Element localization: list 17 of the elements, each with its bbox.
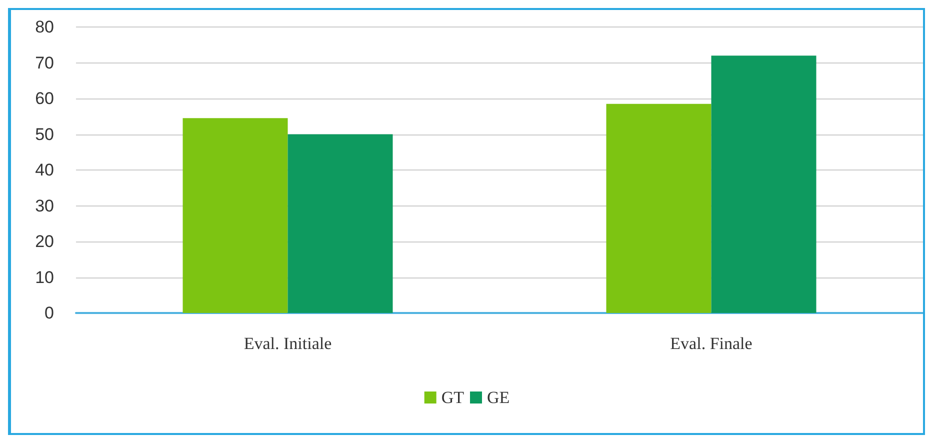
y-tick-label: 10 xyxy=(35,268,54,287)
x-tick-label: Eval. Finale xyxy=(670,334,752,353)
bar xyxy=(288,134,393,313)
y-tick-label: 80 xyxy=(35,18,54,36)
y-tick-label: 0 xyxy=(44,304,54,322)
y-tick-label: 70 xyxy=(35,53,54,72)
legend-label: GE xyxy=(487,388,510,407)
bar xyxy=(606,104,712,313)
y-tick-label: 40 xyxy=(35,160,54,180)
y-tick-label: 30 xyxy=(35,196,54,216)
y-tick-label: 50 xyxy=(35,124,54,144)
y-tick-label: 20 xyxy=(35,232,54,251)
y-tick-label: 60 xyxy=(35,89,54,108)
x-tick-label: Eval. Initiale xyxy=(244,334,332,353)
bar xyxy=(711,56,816,313)
legend-label: GT xyxy=(441,388,465,407)
bar xyxy=(182,118,288,313)
